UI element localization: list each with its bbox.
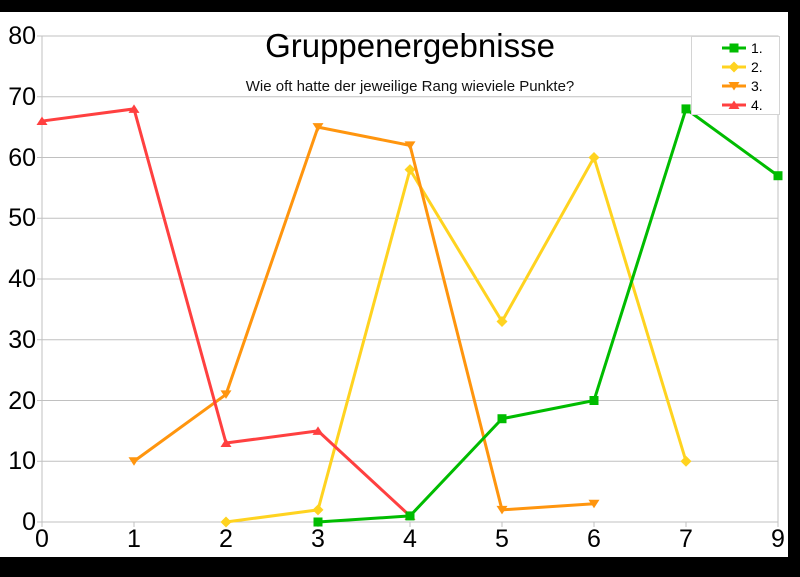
series-marker-1. — [681, 104, 691, 114]
legend-marker-icon — [722, 81, 746, 90]
x-axis-tick-label: 7 — [679, 525, 693, 553]
series-marker-4. — [128, 104, 140, 113]
series-marker-4. — [312, 426, 324, 435]
chart-area: Gruppenergebnisse Wie oft hatte der jewe… — [0, 12, 788, 557]
series-marker-2. — [588, 152, 600, 163]
series-marker-3. — [312, 123, 324, 132]
y-axis-tick-label: 80 — [8, 22, 36, 50]
series-marker-4. — [220, 438, 232, 448]
x-axis-tick-label: 9 — [771, 525, 785, 553]
y-axis-tick-label: 30 — [8, 325, 36, 354]
plot-border — [41, 35, 779, 523]
plot-area — [36, 35, 783, 528]
y-axis-tick-label: 50 — [8, 204, 36, 233]
series-line-1. — [317, 107, 779, 524]
series-marker-1. — [313, 517, 323, 527]
y-axis-tick-label: 10 — [8, 447, 36, 476]
y-axis-tick-label: 70 — [8, 82, 36, 111]
series-marker-3. — [404, 141, 416, 150]
series-marker-2. — [404, 164, 416, 176]
legend-item-label: 4. — [751, 96, 763, 113]
x-axis-tick-label: 3 — [311, 525, 325, 553]
legend-item: 2. — [692, 57, 779, 76]
x-axis-tick-label: 6 — [587, 525, 601, 553]
series-marker-3. — [220, 390, 232, 399]
series-marker-2. — [220, 516, 232, 528]
series-marker-2. — [312, 504, 324, 516]
legend-marker-icon — [722, 61, 746, 72]
x-axis-tick-label: 5 — [495, 525, 509, 553]
series-line-2. — [225, 156, 688, 524]
legend-marker-icon — [722, 43, 746, 52]
x-axis-tick-label: 4 — [403, 525, 417, 553]
legend-item-label: 3. — [751, 77, 763, 94]
y-axis-tick-label: 20 — [8, 386, 36, 415]
series-marker-1. — [405, 511, 415, 521]
y-axis-tick-label: 60 — [8, 143, 36, 172]
legend-marker-icon — [722, 100, 746, 109]
series-marker-1. — [497, 414, 507, 424]
chart-subtitle: Wie oft hatte der jeweilige Rang wieviel… — [245, 78, 575, 95]
series-marker-2. — [680, 455, 692, 467]
y-axis-tick-label: 40 — [8, 265, 36, 293]
legend-item: 3. — [692, 76, 779, 95]
series-line-4. — [41, 107, 412, 518]
series-marker-1. — [773, 171, 783, 181]
legend-item: 1. — [692, 38, 779, 57]
legend: 1. 2. 3. 4. — [691, 36, 780, 115]
series-line-3. — [133, 125, 595, 512]
chart-title: Gruppenergebnisse — [265, 27, 555, 64]
series-marker-3. — [496, 505, 508, 515]
x-axis-tick-label: 2 — [219, 525, 233, 553]
series-marker-3. — [128, 457, 140, 466]
legend-item: 4. — [692, 95, 779, 114]
chart-canvas — [36, 35, 783, 528]
series-marker-4. — [36, 116, 48, 126]
series-marker-1. — [589, 396, 599, 405]
legend-item-label: 2. — [751, 58, 763, 75]
x-axis-tick-label: 0 — [35, 525, 49, 553]
y-axis-tick-label: 0 — [22, 508, 36, 536]
x-axis-tick-label: 1 — [127, 525, 141, 553]
series-marker-2. — [496, 316, 508, 328]
legend-item-label: 1. — [751, 39, 763, 56]
series-marker-3. — [588, 499, 600, 509]
